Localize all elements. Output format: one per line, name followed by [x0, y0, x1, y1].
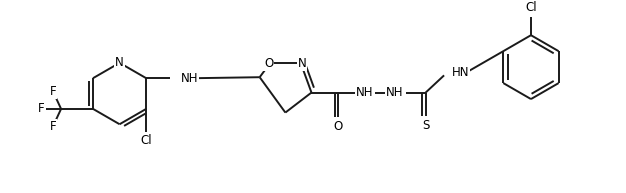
Text: HN: HN — [451, 66, 469, 79]
Text: F: F — [50, 85, 56, 98]
Text: O: O — [264, 57, 274, 70]
Text: Cl: Cl — [525, 1, 536, 14]
Text: S: S — [422, 119, 429, 132]
Text: NH: NH — [356, 86, 373, 99]
Text: NH: NH — [386, 86, 404, 99]
Text: N: N — [298, 57, 307, 70]
Text: NH: NH — [180, 72, 198, 85]
Text: F: F — [50, 120, 56, 133]
Text: F: F — [38, 102, 44, 115]
Text: N: N — [115, 56, 124, 69]
Text: O: O — [334, 120, 343, 133]
Text: Cl: Cl — [140, 134, 152, 147]
